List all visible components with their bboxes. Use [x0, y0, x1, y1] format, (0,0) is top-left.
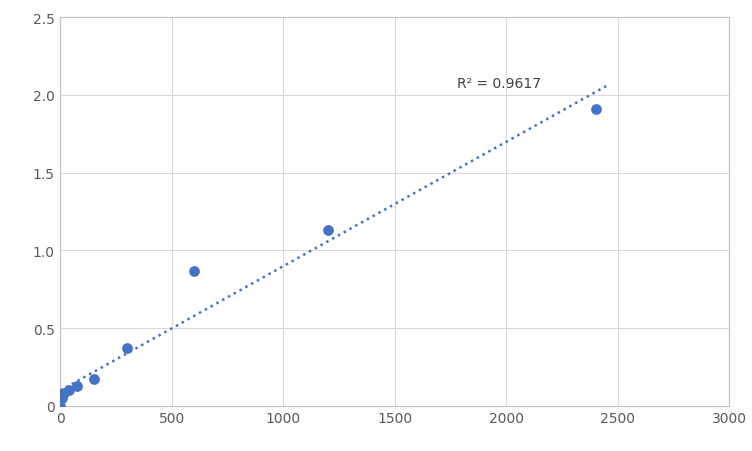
Point [121, 345, 133, 352]
Point [71, 382, 83, 389]
Point [59, 390, 71, 397]
Text: R² = 0.9617: R² = 0.9617 [457, 77, 541, 91]
Point [87, 376, 99, 383]
Point [322, 227, 334, 234]
Point [56, 395, 68, 402]
Point [188, 267, 200, 275]
Point [54, 402, 66, 410]
Point [590, 106, 602, 113]
Point [62, 387, 74, 394]
